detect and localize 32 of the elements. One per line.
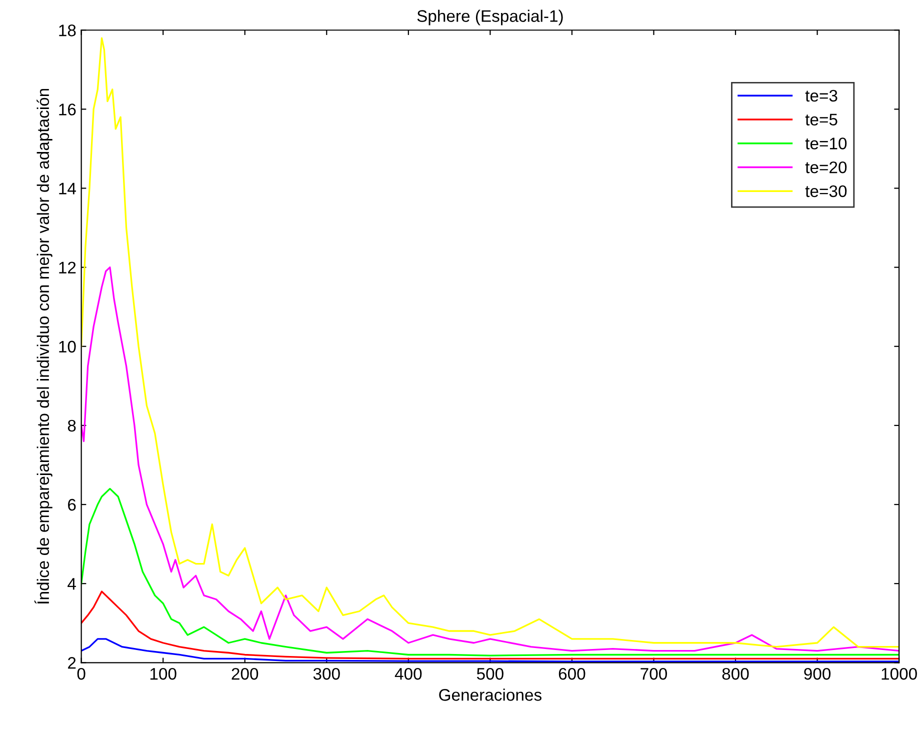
y-tick-label: 2 (68, 657, 76, 669)
x-tick-label: 200 (232, 668, 258, 680)
y-tick-label: 8 (68, 420, 76, 432)
line-series (81, 488, 900, 656)
y-tick-label: 10 (59, 340, 76, 353)
y-tick-label: 18 (59, 24, 76, 36)
x-tick-label: 300 (313, 668, 340, 680)
x-tick-label: 0 (77, 668, 86, 680)
y-tick-label: 12 (59, 262, 76, 274)
y-axis-title: Índice de emparejamiento del individuo con mejor valor de adaptación (34, 88, 52, 604)
y-tick-label: 6 (68, 498, 76, 511)
chart-title: Sphere (Espacial-1) (417, 10, 563, 26)
x-tick-label: 900 (804, 668, 831, 680)
legend-label: te=10 (805, 138, 847, 150)
y-tick-label: 14 (59, 182, 76, 194)
x-axis-title: Generaciones (439, 688, 542, 701)
legend-label: te=3 (805, 90, 838, 102)
x-tick-label: 700 (640, 668, 667, 680)
x-tick-label: 800 (722, 668, 749, 680)
y-tick-label: 16 (59, 104, 76, 116)
x-tick-label: 1000 (882, 668, 917, 680)
x-tick-label: 600 (558, 668, 586, 680)
y-tick-label: 4 (68, 578, 76, 590)
line-series (81, 37, 900, 648)
x-tick-label: 500 (476, 668, 504, 680)
legend-label: te=5 (805, 114, 838, 126)
x-tick-label: 100 (150, 668, 176, 680)
legend-label: te=20 (805, 161, 847, 174)
legend-label: te=30 (805, 185, 847, 198)
line-series (81, 266, 900, 652)
x-tick-label: 400 (394, 668, 422, 680)
line-series (81, 590, 900, 660)
